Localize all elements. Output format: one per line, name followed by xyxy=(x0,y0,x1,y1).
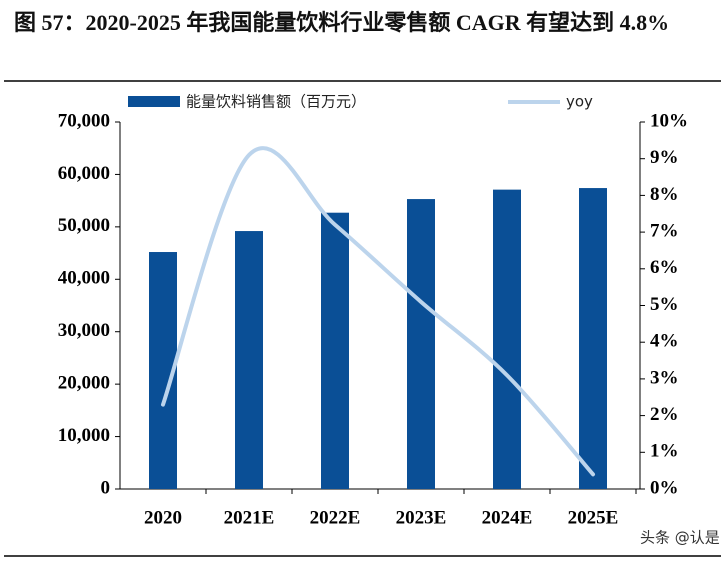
bar xyxy=(493,189,521,489)
y-tick-label: 50,000 xyxy=(58,215,110,236)
y-tick-label: 40,000 xyxy=(58,268,110,289)
y2-tick-label: 6% xyxy=(650,257,679,278)
y2-tick-label: 7% xyxy=(650,220,679,241)
y2-tick-label: 5% xyxy=(650,294,679,315)
y2-tick-label: 4% xyxy=(650,331,679,352)
line xyxy=(161,146,595,477)
y-tick-label: 70,000 xyxy=(58,110,110,131)
y2-tick-label: 10% xyxy=(650,110,688,131)
bar xyxy=(579,188,607,489)
y-tick-label: 10,000 xyxy=(58,425,110,446)
x-tick-label: 2024E xyxy=(482,507,533,528)
y-tick-label: 60,000 xyxy=(58,163,110,184)
x-tick-label: 2020 xyxy=(144,507,182,528)
x-tick-label: 2023E xyxy=(396,507,447,528)
bar xyxy=(407,199,435,489)
x-tick-label: 2021E xyxy=(224,507,275,528)
x-tick-label: 2025E xyxy=(568,507,619,528)
y2-tick-label: 0% xyxy=(650,477,679,498)
x-tick-label: 2022E xyxy=(310,507,361,528)
y2-tick-label: 2% xyxy=(650,404,679,425)
y-tick-label: 20,000 xyxy=(58,373,110,394)
y2-tick-label: 9% xyxy=(650,147,679,168)
legend-label: yoy xyxy=(566,93,593,111)
y-tick-label: 30,000 xyxy=(58,320,110,341)
y-tick-label: 0 xyxy=(101,477,111,498)
watermark: 头条 @认是 xyxy=(640,529,720,547)
bar xyxy=(235,231,263,489)
legend-swatch xyxy=(128,96,180,107)
bar xyxy=(321,212,349,490)
y2-tick-label: 3% xyxy=(650,367,679,388)
y2-tick-label: 8% xyxy=(650,184,679,205)
legend-label: 能量饮料销售额（百万元） xyxy=(186,93,366,111)
chart-title: 图 57：2020-2025 年我国能量饮料行业零售额 CAGR 有望达到 4.… xyxy=(14,10,670,35)
y2-tick-label: 1% xyxy=(650,441,679,462)
